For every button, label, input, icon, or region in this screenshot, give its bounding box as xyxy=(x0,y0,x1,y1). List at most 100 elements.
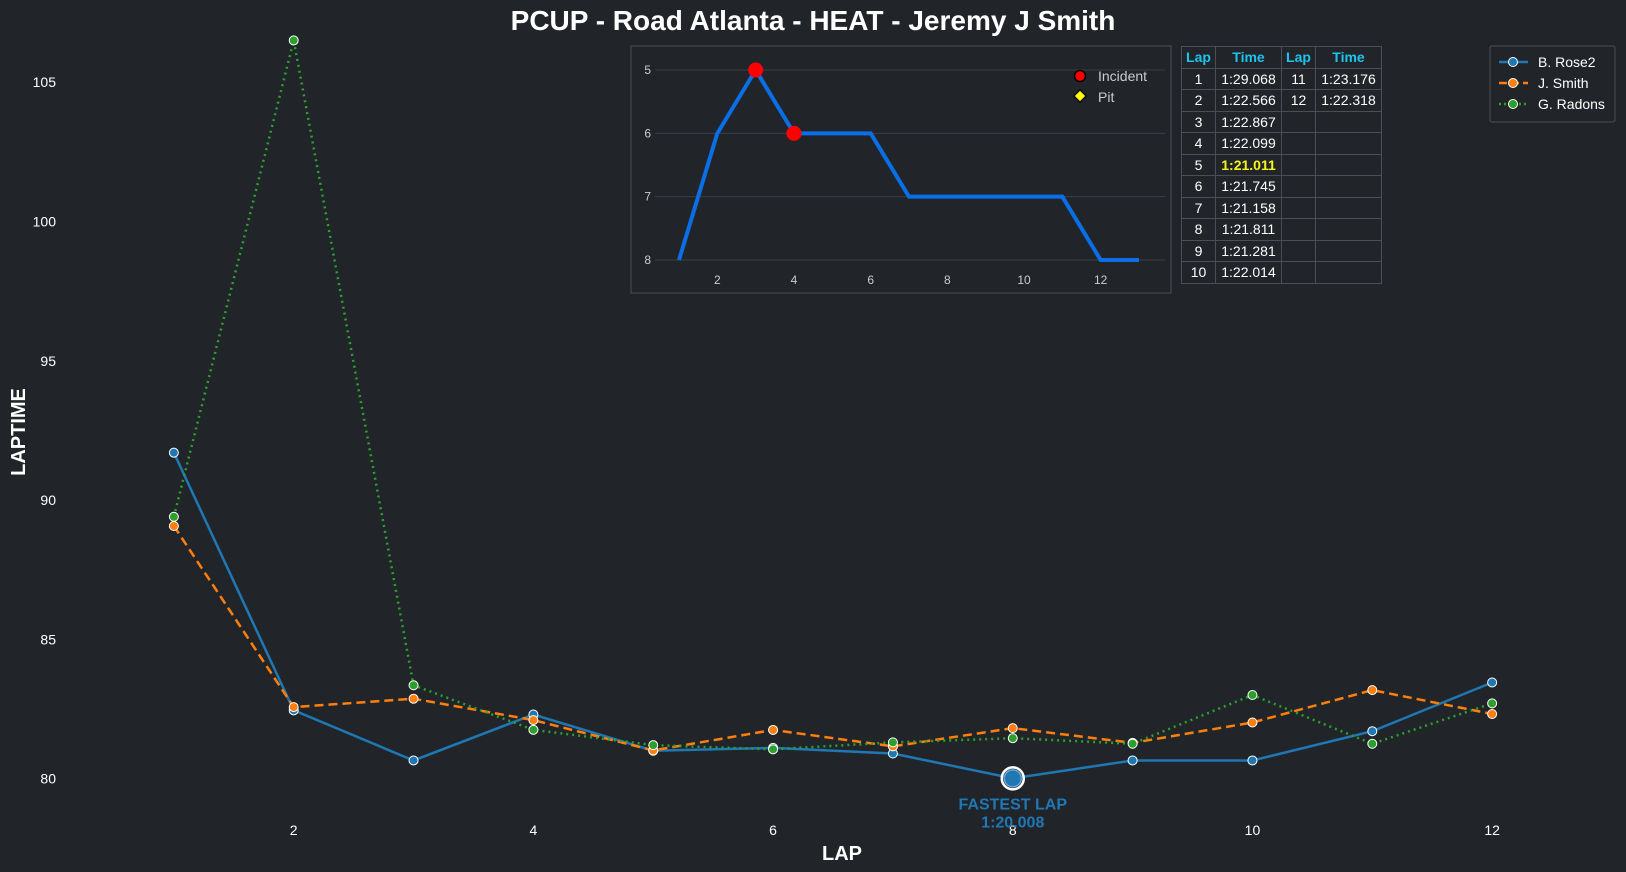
data-point-smith xyxy=(1487,709,1498,720)
table-cell-lap xyxy=(1281,175,1316,198)
data-point-radons xyxy=(1487,698,1498,709)
data-point-radons xyxy=(528,724,539,735)
table-header-row: Lap Time Lap Time xyxy=(1181,46,1382,69)
y-axis-label: LAPTIME xyxy=(8,388,30,476)
inset-y-tick-label: 8 xyxy=(644,253,651,267)
incident-legend-label: Incident xyxy=(1098,68,1147,84)
pit-legend-label: Pit xyxy=(1098,89,1114,105)
y-tick-label: 105 xyxy=(33,74,57,90)
data-point-radons xyxy=(887,737,898,748)
table-row: 5 1:21.011 xyxy=(1181,153,1382,176)
table-cell-lap xyxy=(1281,261,1316,284)
data-point-radons xyxy=(1367,738,1378,749)
data-point-smith xyxy=(528,715,539,726)
inset-x-tick-label: 2 xyxy=(714,273,721,287)
table-cell-time: 1:22.014 xyxy=(1215,261,1282,284)
table-cell-time xyxy=(1315,239,1382,262)
legend-item-smith: J. Smith xyxy=(1499,75,1589,91)
main-legend: B. Rose2 J. Smith G. Radons xyxy=(1489,45,1616,123)
data-point-smith xyxy=(1247,717,1258,728)
legend-label-rose: B. Rose2 xyxy=(1538,54,1596,70)
table-cell-lap: 11 xyxy=(1281,67,1316,90)
inset-x-tick-label: 12 xyxy=(1094,273,1108,287)
table-row: 1 1:29.068 11 1:23.176 xyxy=(1181,67,1382,90)
legend-frame xyxy=(1489,45,1616,123)
table-cell-time xyxy=(1315,261,1382,284)
y-tick-label: 85 xyxy=(40,631,56,647)
data-point-rose xyxy=(1487,677,1498,688)
table-cell-lap: 12 xyxy=(1281,89,1316,112)
table-body: 1 1:29.068 11 1:23.176 2 1:22.566 12 1:22.318 3 1… xyxy=(1181,67,1382,284)
legend-item-radons: G. Radons xyxy=(1499,96,1605,112)
table-row: 8 1:21.811 xyxy=(1181,218,1382,241)
fastest-lap-label: FASTEST LAP xyxy=(959,796,1068,813)
data-point-rose xyxy=(1247,755,1258,766)
inset-y-tick-labels: 5 6 7 8 xyxy=(644,63,651,267)
table-cell-time xyxy=(1315,175,1382,198)
data-point-radons xyxy=(168,511,179,522)
data-point-smith xyxy=(768,724,779,735)
y-tick-labels: 80 85 90 95 100 105 xyxy=(33,74,57,786)
x-tick-label: 2 xyxy=(290,822,298,838)
legend-item-rose: B. Rose2 xyxy=(1499,54,1596,70)
table-cell-lap: 10 xyxy=(1181,261,1216,284)
table-cell-time xyxy=(1315,153,1382,176)
x-tick-label: 10 xyxy=(1245,822,1261,838)
inset-legend: Incident Pit xyxy=(1073,68,1147,105)
data-point-radons xyxy=(408,680,419,691)
x-tick-label: 8 xyxy=(1009,822,1017,838)
table-cell-time: 1:22.099 xyxy=(1215,132,1282,155)
data-point-rose xyxy=(168,447,179,458)
data-point-radons xyxy=(1247,690,1258,701)
data-point-radons xyxy=(1127,738,1138,749)
table-cell-time: 1:21.011 xyxy=(1215,153,1282,176)
fastest-lap-marker xyxy=(1003,769,1023,788)
table-cell-time: 1:22.867 xyxy=(1215,110,1282,133)
data-point-rose xyxy=(408,755,419,766)
table-cell-time xyxy=(1315,218,1382,241)
inset-x-tick-labels: 2 4 6 8 10 12 xyxy=(714,273,1108,287)
y-tick-label: 80 xyxy=(40,771,56,787)
y-tick-label: 95 xyxy=(40,353,56,369)
data-point-smith xyxy=(408,693,419,704)
fastest-lap-value: 1:20.008 xyxy=(981,814,1044,831)
inset-y-tick-label: 6 xyxy=(644,126,651,140)
table-cell-time: 1:21.158 xyxy=(1215,196,1282,219)
data-point-rose xyxy=(1127,755,1138,766)
x-tick-labels: 2 4 6 8 10 12 xyxy=(290,822,1500,838)
lap-times-table: Lap Time Lap Time 1 1:29.068 11 1:23.176 2 1:… xyxy=(1181,46,1382,284)
table-cell-time: 1:21.281 xyxy=(1215,239,1282,262)
incident-legend-marker xyxy=(1073,69,1087,83)
table-cell-time xyxy=(1315,110,1382,133)
table-header-time: Time xyxy=(1215,46,1282,69)
inset-x-tick-label: 4 xyxy=(791,273,798,287)
inset-frame xyxy=(630,45,1172,294)
data-point-smith xyxy=(1007,723,1018,734)
table-row: 2 1:22.566 12 1:22.318 xyxy=(1181,89,1382,112)
x-tick-label: 12 xyxy=(1484,822,1500,838)
table-cell-time: 1:21.745 xyxy=(1215,175,1282,198)
table-cell-lap: 7 xyxy=(1181,196,1216,219)
chart-title: PCUP - Road Atlanta - HEAT - Jeremy J Sm… xyxy=(511,5,1116,36)
inset-y-tick-label: 5 xyxy=(644,63,651,77)
table-cell-lap: 4 xyxy=(1181,132,1216,155)
fastest-lap-marker-ring xyxy=(1000,766,1026,791)
incident-marker xyxy=(748,62,764,78)
inset-incident-markers xyxy=(748,62,802,141)
table-cell-time: 1:29.068 xyxy=(1215,67,1282,90)
series-line-smith xyxy=(172,525,1493,752)
series-rose xyxy=(168,447,1498,784)
table-cell-lap xyxy=(1281,218,1316,241)
data-point-radons xyxy=(648,740,659,751)
table-cell-lap: 2 xyxy=(1181,89,1216,112)
table-cell-lap: 6 xyxy=(1181,175,1216,198)
data-point-smith xyxy=(288,702,299,713)
legend-label-radons: G. Radons xyxy=(1538,96,1605,112)
table-cell-lap xyxy=(1281,110,1316,133)
series-smith xyxy=(168,520,1498,756)
incident-marker xyxy=(786,125,802,141)
table-cell-lap xyxy=(1281,132,1316,155)
table-cell-lap: 5 xyxy=(1181,153,1216,176)
